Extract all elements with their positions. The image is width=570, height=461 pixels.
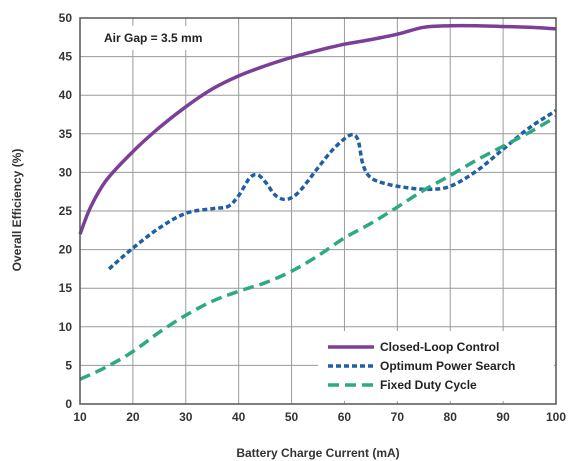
- x-tick-label: 100: [546, 410, 566, 424]
- y-tick-label: 30: [59, 165, 73, 179]
- annotation-air-gap: Air Gap = 3.5 mm: [104, 31, 202, 45]
- series-line-optimum-power-search: [107, 109, 557, 271]
- y-tick-label: 10: [59, 320, 73, 334]
- legend-background: [318, 331, 554, 401]
- x-tick-label: 90: [496, 410, 510, 424]
- y-tick-label: 5: [65, 358, 72, 372]
- legend-label-fixed-duty: Fixed Duty Cycle: [380, 378, 477, 392]
- plot-frame: [79, 17, 557, 405]
- y-tick-label: 0: [65, 397, 72, 411]
- x-tick-label: 10: [73, 410, 87, 424]
- y-tick-label: 20: [59, 243, 73, 257]
- x-tick-label: 20: [126, 410, 140, 424]
- y-axis-title: Overall Efficiency (%): [10, 149, 24, 272]
- x-tick-label: 50: [285, 410, 299, 424]
- y-tick-label: 15: [59, 281, 73, 295]
- series-group: [78, 23, 557, 381]
- annotation-background: [98, 26, 228, 50]
- y-tick-label: 50: [59, 11, 73, 25]
- legend: Closed-Loop Control Optimum Power Search…: [318, 331, 554, 401]
- legend-label-closed-loop: Closed-Loop Control: [380, 340, 499, 354]
- y-tick-label: 35: [59, 127, 73, 141]
- x-tick-label: 60: [338, 410, 352, 424]
- y-tick-label: 40: [59, 88, 73, 102]
- x-axis-title: Battery Charge Current (mA): [236, 446, 399, 460]
- x-tick-label: 40: [232, 410, 246, 424]
- y-tick-label: 25: [59, 204, 73, 218]
- x-tick-label: 80: [444, 410, 458, 424]
- tick-labels: 10 20 30 40 50 60 70 80 90 100 0 5 10 15 20 25 30 35 40 45 5…: [59, 11, 567, 424]
- y-tick-label: 45: [59, 50, 73, 64]
- x-tick-label: 30: [179, 410, 193, 424]
- legend-label-optimum-power: Optimum Power Search: [380, 359, 515, 373]
- series-line-fixed-duty-cycle: [79, 115, 557, 381]
- x-tick-label: 70: [391, 410, 405, 424]
- series-line-closed-loop-control: [78, 23, 557, 235]
